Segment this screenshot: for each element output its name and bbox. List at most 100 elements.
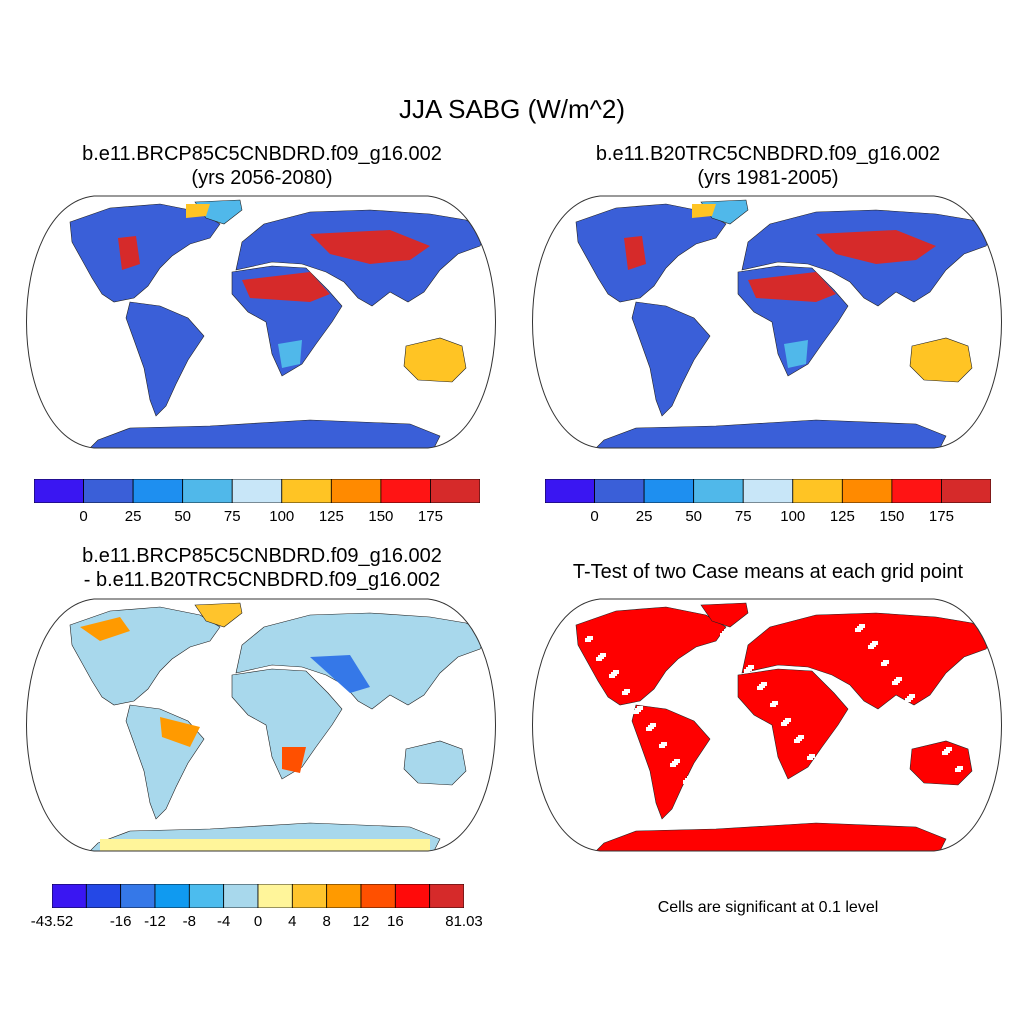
nonsignificant-cell bbox=[994, 619, 1000, 623]
colorbar-swatch bbox=[429, 884, 464, 908]
anomaly-region bbox=[80, 617, 130, 641]
colorbar-tick-label: 75 bbox=[734, 508, 752, 525]
colorbar-historical bbox=[545, 479, 991, 503]
colorbar-swatch bbox=[223, 884, 259, 908]
colorbar-swatch bbox=[643, 479, 695, 503]
nonsignificant-cell bbox=[622, 691, 628, 695]
nonsignificant-cell bbox=[696, 797, 702, 801]
landmass-namerica bbox=[69, 606, 221, 706]
nonsignificant-cell bbox=[905, 698, 911, 702]
mid-region bbox=[278, 340, 302, 368]
colorbar-swatch bbox=[188, 884, 225, 908]
nonsignificant-cell bbox=[818, 775, 824, 779]
colorbar-tick-label: 175 bbox=[417, 508, 443, 525]
colorbar-swatch bbox=[257, 884, 293, 908]
map-panel-difference bbox=[26, 598, 496, 852]
nonsignificant-cell bbox=[670, 763, 676, 767]
nonsignificant-cell bbox=[929, 734, 935, 738]
colorbar-swatch bbox=[841, 479, 893, 503]
landmass-eurasia bbox=[235, 612, 489, 710]
colorbar-tick-label: -8 bbox=[182, 913, 196, 930]
colorbar-difference bbox=[52, 884, 464, 908]
nonsignificant-cell bbox=[942, 751, 948, 755]
colorbar-swatch bbox=[941, 479, 991, 503]
nonsignificant-cell bbox=[979, 804, 985, 808]
panel1-title: b.e11.BRCP85C5CNBDRD.f09_g16.002 (yrs 20… bbox=[12, 142, 512, 190]
nonsignificant-cell bbox=[892, 681, 898, 685]
landmass-samerica bbox=[631, 301, 711, 417]
landmass-greenland bbox=[194, 602, 243, 628]
colorbar-swatch bbox=[154, 884, 190, 908]
map-panel-future bbox=[26, 195, 496, 449]
colorbar-swatch bbox=[34, 479, 84, 503]
panel4-title: T-Test of two Case means at each grid po… bbox=[572, 561, 964, 583]
warm-region bbox=[412, 350, 456, 372]
landmass-australia bbox=[909, 740, 973, 786]
colorbar-tick-label: 75 bbox=[223, 508, 241, 525]
hot-region bbox=[242, 272, 330, 302]
nonsignificant-cell bbox=[633, 710, 639, 714]
landmass-namerica bbox=[575, 203, 727, 303]
anomaly-region bbox=[282, 747, 306, 773]
colorbar-tick-label: 0 bbox=[253, 913, 263, 930]
nonsignificant-cell bbox=[683, 780, 689, 784]
nonsignificant-cell bbox=[744, 669, 750, 673]
hot-region bbox=[748, 272, 836, 302]
map-outline bbox=[26, 598, 496, 852]
colorbar-tick-label: 150 bbox=[879, 508, 905, 525]
nonsignificant-cell bbox=[781, 722, 787, 726]
colorbar-tick-label: -12 bbox=[144, 913, 166, 930]
landmass-greenland bbox=[700, 602, 749, 628]
colorbar-future bbox=[34, 479, 480, 503]
significance-note: Cells are significant at 0.1 level bbox=[657, 899, 879, 916]
colorbar-swatch bbox=[594, 479, 645, 503]
nonsignificant-cell bbox=[881, 662, 887, 666]
map-outline bbox=[532, 598, 1002, 852]
landmass-antarctica bbox=[89, 419, 441, 448]
anomaly-region bbox=[310, 655, 370, 693]
colorbar-tick-label: 100 bbox=[269, 508, 295, 525]
landmass-eurasia bbox=[741, 612, 995, 710]
nonsignificant-cell bbox=[576, 617, 582, 621]
map-panel-ttest bbox=[532, 598, 1002, 852]
map-outline bbox=[26, 195, 496, 449]
colorbar-tick-label: 12 bbox=[352, 913, 370, 930]
colorbar-tick-label: 4 bbox=[288, 913, 297, 930]
nonsignificant-cell bbox=[646, 727, 652, 731]
colorbar-tick-label: 8 bbox=[322, 913, 331, 930]
hot-region bbox=[118, 236, 140, 270]
map-panel-historical bbox=[532, 195, 1002, 449]
landmass-samerica bbox=[631, 704, 711, 820]
landmass-samerica bbox=[125, 301, 205, 417]
colorbar-swatch bbox=[281, 479, 332, 503]
figure-title: JJA SABG (W/m^2) bbox=[398, 94, 625, 124]
colorbar-swatch bbox=[182, 479, 233, 503]
colorbar-swatch bbox=[291, 884, 328, 908]
nonsignificant-cell bbox=[659, 744, 665, 748]
nonsignificant-cell bbox=[596, 657, 602, 661]
warm-region bbox=[186, 204, 210, 218]
colorbar-swatch bbox=[52, 884, 87, 908]
colorbar-tick-label: 100 bbox=[780, 508, 806, 525]
panel2-title: b.e11.B20TRC5CNBDRD.f09_g16.002 (yrs 198… bbox=[518, 142, 1018, 190]
colorbar-tick-label: 81.03 bbox=[445, 913, 483, 930]
colorbar-swatch bbox=[693, 479, 744, 503]
nonsignificant-cell bbox=[844, 809, 850, 813]
landmass-namerica bbox=[69, 203, 221, 303]
colorbar-tick-label: 150 bbox=[368, 508, 394, 525]
nonsignificant-cell bbox=[831, 792, 837, 796]
colorbar-tick-label: 175 bbox=[928, 508, 954, 525]
colorbar-swatch bbox=[330, 479, 382, 503]
map-outline bbox=[532, 195, 1002, 449]
panel3-case: b.e11.BRCP85C5CNBDRD.f09_g16.002 bbox=[82, 545, 442, 567]
colorbar-tick-label: 25 bbox=[124, 508, 142, 525]
colorbar-tick-label: 0 bbox=[590, 508, 599, 525]
nonsignificant-cell bbox=[968, 785, 974, 789]
colorbar-swatch bbox=[792, 479, 843, 503]
landmass-antarctica bbox=[595, 419, 947, 448]
nonsignificant-cell bbox=[585, 638, 591, 642]
hot-region bbox=[624, 236, 646, 270]
anomaly-region bbox=[160, 717, 200, 747]
colorbar-tick-label: -4 bbox=[216, 913, 231, 930]
colorbar-tick-label: -16 bbox=[109, 913, 132, 930]
